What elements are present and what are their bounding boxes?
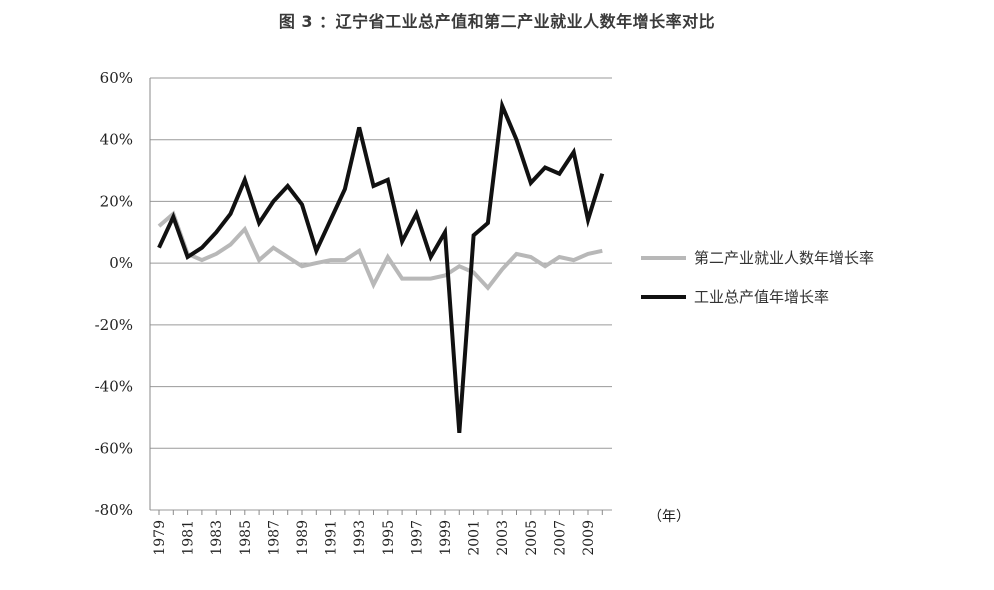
series-line-1: [157, 210, 603, 291]
y-tick-label: 0%: [109, 254, 133, 272]
x-tick-label: 1987: [266, 520, 282, 556]
x-axis-unit-label: （年）: [648, 509, 690, 525]
x-tick-label: 1979: [152, 520, 168, 556]
x-tick-label: 1989: [295, 520, 311, 556]
y-tick-label: -20%: [95, 316, 133, 334]
x-tick-label: 1997: [409, 520, 425, 556]
x-tick-label: 1981: [181, 520, 197, 556]
x-tick-label: 1983: [209, 520, 225, 556]
legend-label-1: 第二产业就业人数年增长率: [694, 249, 874, 267]
x-tick-label: 2007: [552, 520, 568, 556]
y-tick-label: 40%: [100, 131, 133, 149]
y-tick-label: 20%: [100, 192, 133, 210]
y-tick-labels: 60% 40% 20% 0% -20% -40% -60% -80%: [95, 69, 133, 519]
x-tick-label: 1985: [238, 520, 254, 556]
x-tick-label: 2005: [524, 520, 540, 556]
x-tick-labels: 1979 1981 1983 1985 1987 1989 1991 1993 1995 1997…: [152, 520, 597, 556]
x-tick-label: 1993: [352, 520, 368, 556]
x-tick-label: 2003: [495, 520, 511, 556]
y-tick-label: -40%: [95, 378, 133, 396]
x-tick-label: 1995: [381, 520, 397, 556]
chart-title: 图 3 ：辽宁省工业总产值和第二产业就业人数年增长率对比: [278, 12, 716, 31]
gridlines: [150, 77, 612, 511]
x-tick-label: 2001: [467, 520, 483, 556]
y-tick-label: -80%: [95, 501, 133, 519]
axes: [149, 78, 603, 515]
x-tick-label: 1999: [438, 520, 454, 556]
x-tick-label: 1991: [324, 520, 340, 556]
series-line-2: [157, 98, 605, 434]
y-tick-label: 60%: [100, 69, 133, 87]
y-tick-label: -60%: [95, 439, 133, 457]
series-lines: [157, 98, 605, 434]
legend-label-2: 工业总产值年增长率: [694, 288, 829, 306]
x-tick-label: 2009: [581, 520, 597, 556]
